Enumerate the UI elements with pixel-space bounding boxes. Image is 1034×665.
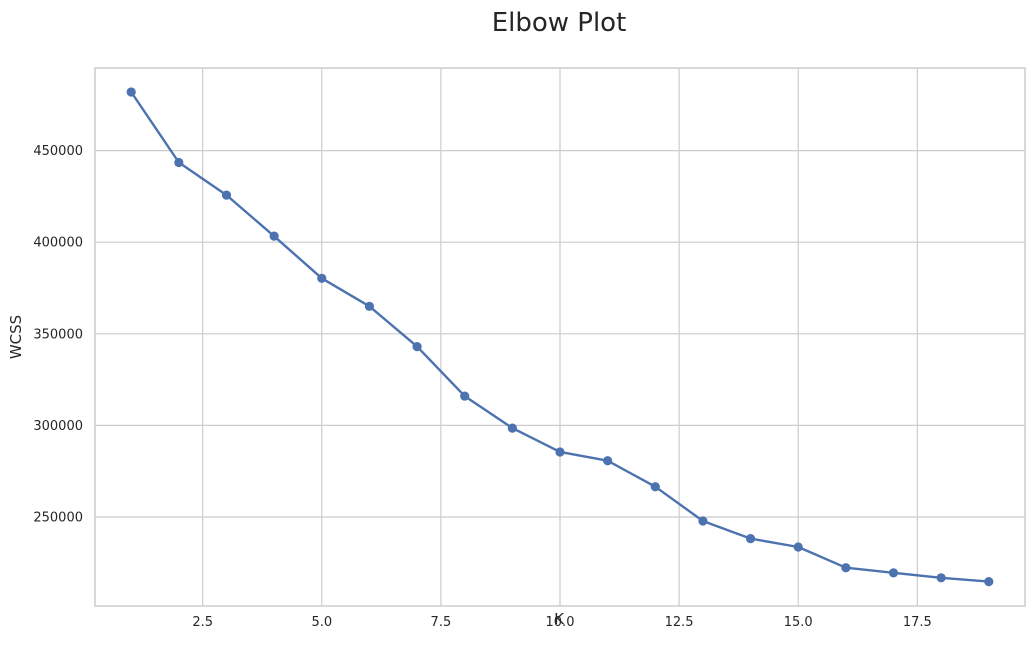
- data-point: [841, 563, 851, 573]
- data-point: [936, 573, 946, 583]
- data-point: [412, 342, 422, 352]
- y-axis: 250000 300000 350000 400000 450000: [33, 144, 83, 525]
- x-axis-label: K: [554, 610, 565, 628]
- y-axis-label: WCSS: [7, 315, 25, 359]
- plot-frame: [94, 67, 1026, 607]
- data-point: [221, 190, 232, 200]
- y-tick-label: 300000: [33, 419, 83, 434]
- data-point: [460, 391, 470, 401]
- series-layer: [126, 87, 994, 587]
- data-point: [269, 231, 279, 241]
- y-tick-label: 250000: [33, 510, 83, 525]
- y-tick-label: 400000: [33, 236, 83, 251]
- data-point: [745, 533, 756, 544]
- data-point: [317, 273, 327, 283]
- x-tick-label: 10.0: [546, 615, 575, 630]
- y-tick-label: 350000: [33, 327, 83, 342]
- x-tick-label: 15.0: [784, 615, 813, 630]
- x-tick-label: 2.5: [192, 615, 213, 630]
- data-point: [984, 577, 994, 587]
- x-tick-label: 5.0: [311, 615, 332, 630]
- x-tick-label: 12.5: [665, 615, 694, 630]
- data-point: [555, 447, 565, 457]
- x-tick-label: 17.5: [903, 615, 932, 630]
- data-point: [793, 542, 803, 552]
- data-point: [698, 516, 708, 526]
- grid-layer: [95, 68, 1025, 606]
- data-point: [126, 87, 136, 97]
- data-point: [364, 301, 375, 311]
- data-point: [603, 456, 613, 466]
- data-point: [174, 157, 184, 168]
- chart-title: Elbow Plot: [492, 8, 627, 38]
- x-axis: 2.5 5.0 7.5 10.0 12.5 15.0 17.5: [192, 615, 931, 630]
- data-point: [650, 482, 660, 492]
- x-tick-label: 7.5: [431, 615, 452, 630]
- data-point: [888, 568, 899, 578]
- y-tick-label: 450000: [33, 144, 83, 159]
- data-point: [507, 423, 517, 433]
